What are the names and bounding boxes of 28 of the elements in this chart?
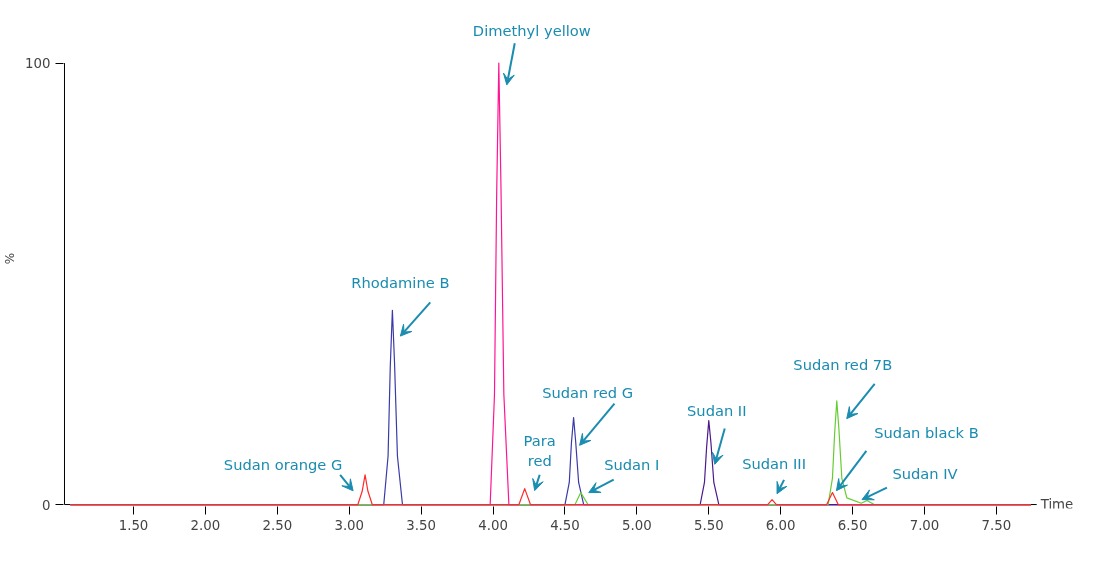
annotation: Sudan III	[742, 455, 806, 473]
x-tick-label: 7.00	[909, 517, 940, 533]
annotation: Para red	[523, 431, 556, 470]
x-axis-title: Time	[1039, 497, 1074, 513]
x-tick-label: 3.00	[334, 517, 365, 533]
annotation: Sudan orange G	[223, 456, 343, 474]
annotation: Sudan IV	[892, 465, 958, 483]
x-tick-label: 1.50	[118, 517, 149, 533]
x-tick-label: 6.00	[765, 517, 796, 533]
annotation: Sudan II	[687, 402, 747, 420]
y-axis-title: %	[3, 252, 18, 265]
x-tick-label: 3.50	[406, 517, 436, 533]
x-tick-label: 2.00	[190, 517, 221, 533]
annotation: Sudan red G	[542, 384, 634, 402]
x-tick-label: 4.00	[478, 517, 508, 533]
annotation: Dimethyl yellow	[472, 21, 591, 39]
annotation: Rhodamine B	[351, 273, 450, 291]
x-tick-label: 6.50	[837, 517, 868, 533]
x-tick-label: 7.50	[981, 517, 1012, 533]
x-tick-label: 2.50	[262, 517, 293, 533]
annotation: Sudan black B	[874, 424, 979, 442]
annotation: Sudan I	[604, 456, 660, 474]
annotation: Sudan red 7B	[793, 356, 893, 374]
x-tick-label: 5.50	[693, 517, 724, 533]
y-tick-label: 0	[42, 497, 51, 513]
x-tick-label: 4.50	[550, 517, 580, 533]
y-tick-label: 100	[25, 56, 51, 72]
x-tick-label: 5.00	[622, 517, 652, 533]
